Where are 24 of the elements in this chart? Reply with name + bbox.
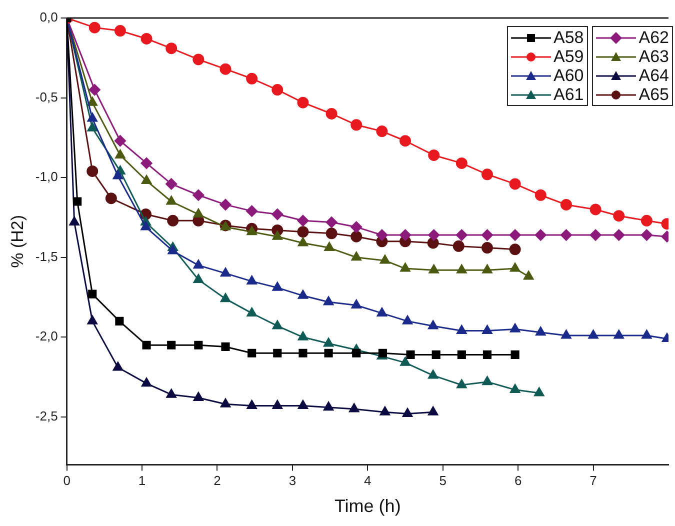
y-tick-label: -2,5 <box>35 408 58 424</box>
y-tick-label: -0,5 <box>35 89 58 104</box>
legend-label: A64 <box>638 66 669 86</box>
legend-label: A65 <box>638 84 669 104</box>
legend-label: A60 <box>554 66 584 86</box>
x-tick-label: 5 <box>439 473 446 488</box>
x-tick-label: 7 <box>590 473 597 488</box>
y-tick-label: -1,0 <box>35 169 58 184</box>
y-tick-label: 0,0 <box>40 10 58 25</box>
x-tick-label: 0 <box>63 473 70 488</box>
legend-label: A63 <box>638 46 669 66</box>
legend-label: A62 <box>638 28 669 48</box>
x-tick-label: 6 <box>514 473 522 488</box>
legend-label: A59 <box>554 46 584 66</box>
y-tick-label: -1,5 <box>35 248 58 264</box>
y-tick-label: -2,0 <box>35 328 58 344</box>
legend-label: A61 <box>554 84 584 104</box>
x-tick-label: 2 <box>214 473 221 488</box>
x-tick-label: 4 <box>364 473 372 488</box>
x-axis-title: Time (h) <box>334 496 401 516</box>
legend-label: A58 <box>554 28 584 48</box>
x-tick-label: 1 <box>138 473 146 488</box>
x-tick-label: 3 <box>288 473 296 488</box>
y-axis-title: % (H2) <box>8 214 27 268</box>
